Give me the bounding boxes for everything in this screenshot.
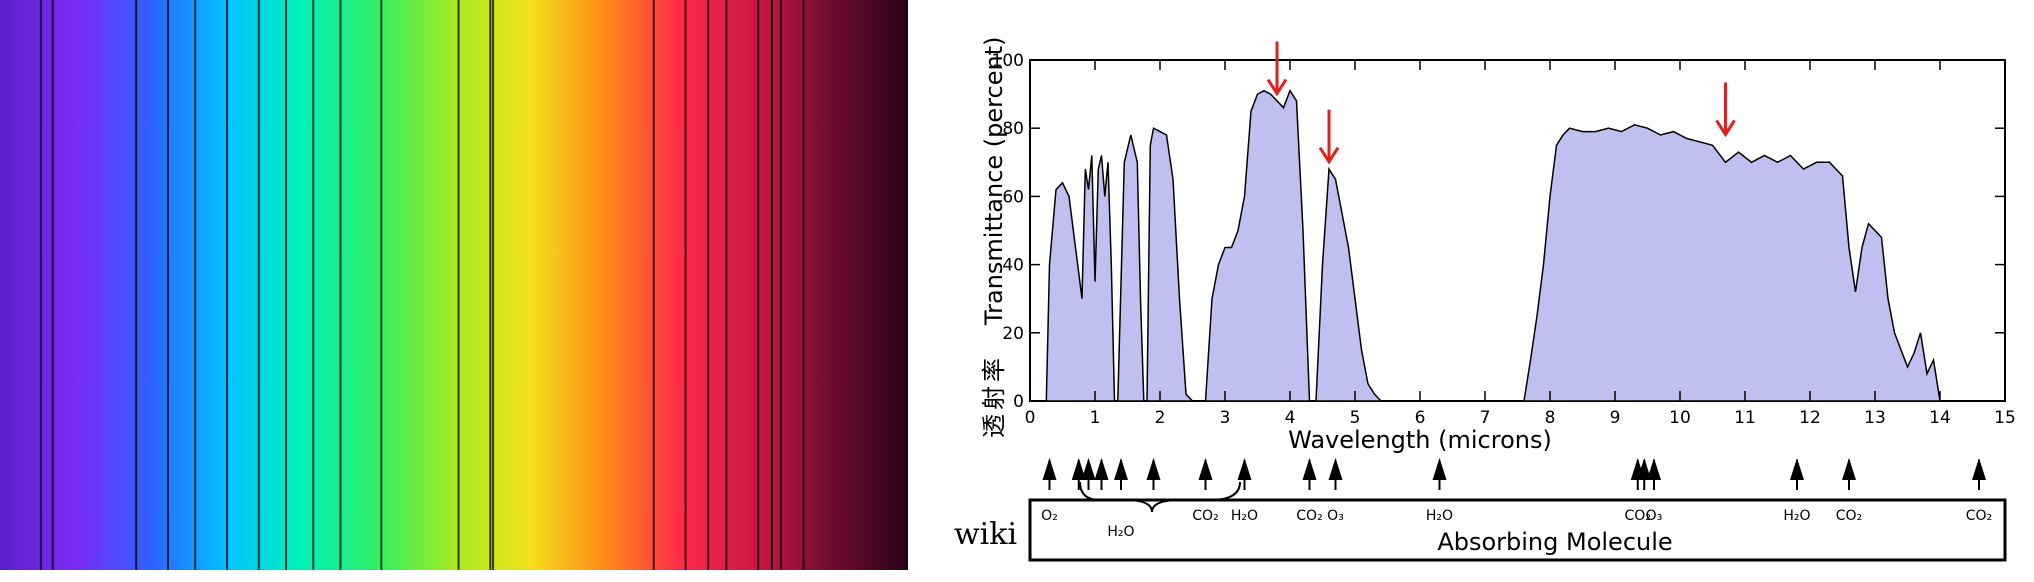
x-tick-label: 7	[1480, 408, 1491, 428]
molecule-arrowhead	[1637, 458, 1652, 480]
molecule-arrowhead	[1237, 458, 1252, 480]
x-tick-label: 4	[1285, 408, 1296, 428]
absorption-lines	[39, 0, 805, 570]
molecule-label: CO₂	[1836, 508, 1862, 524]
y-tick-label: 0	[1013, 392, 1024, 412]
red-arrow-head	[1318, 146, 1340, 165]
molecule-arrowhead	[1042, 458, 1057, 480]
y-tick-label: 20	[1002, 324, 1024, 344]
x-tick-label: 13	[1864, 408, 1886, 428]
molecule-arrowhead	[1972, 458, 1986, 480]
y-tick-label: 60	[1002, 187, 1024, 207]
x-tick-label: 9	[1610, 408, 1621, 428]
molecule-label: O₃	[1327, 508, 1344, 524]
x-tick-label: 5	[1350, 408, 1361, 428]
absorbing-molecule-title: Absorbing Molecule	[1437, 528, 1672, 556]
red-arrows	[1266, 41, 1736, 165]
molecule-label: CO₂	[1192, 508, 1218, 524]
y-axis-ticks: 0 20 40 60 80 100	[992, 51, 2005, 412]
molecule-label: H₂O	[1426, 508, 1453, 524]
x-axis-ticks: 0 1 2 3 4 5 6 7 8 9 10 11 12 13 14 15	[1025, 60, 2016, 428]
x-tick-label: 8	[1545, 408, 1556, 428]
transmittance-area	[1045, 89, 1941, 402]
molecule-arrowhead	[1081, 458, 1096, 480]
molecule-label: H₂O	[1107, 524, 1134, 540]
molecule-arrowhead	[1432, 458, 1447, 480]
y-axis-title-cjk: 透射率	[980, 354, 1008, 438]
spectrum-band	[0, 0, 908, 570]
molecule-arrowhead	[1790, 458, 1804, 480]
molecule-arrowhead	[1842, 458, 1856, 480]
molecule-label: CO₂	[1966, 508, 1992, 524]
x-tick-label: 12	[1799, 408, 1821, 428]
molecule-arrowhead	[1198, 458, 1213, 480]
x-tick-label: 3	[1220, 408, 1231, 428]
x-tick-label: 2	[1155, 408, 1166, 428]
molecule-label: O₂	[1041, 508, 1058, 524]
y-tick-label: 80	[1002, 119, 1024, 139]
y-tick-label: 40	[1002, 256, 1024, 276]
y-axis-title: Transmittance (percent)	[980, 37, 1008, 326]
molecule-label: O₃	[1646, 508, 1663, 524]
x-tick-label: 0	[1025, 408, 1036, 428]
molecule-arrowhead	[1328, 458, 1343, 480]
molecule-label: CO₂	[1296, 508, 1322, 524]
x-tick-label: 14	[1929, 408, 1951, 428]
molecule-arrowhead	[1302, 458, 1317, 480]
x-tick-label: 6	[1415, 408, 1426, 428]
y-tick-label: 100	[992, 51, 1024, 71]
molecule-arrowhead	[1114, 458, 1128, 480]
molecule-label: CO₂	[1625, 508, 1651, 524]
molecule-arrowhead	[1094, 458, 1109, 480]
molecule-arrowhead	[1071, 458, 1086, 480]
visible-spectrum	[0, 0, 908, 570]
x-tick-label: 11	[1734, 408, 1756, 428]
absorbing-box	[1028, 498, 2007, 562]
x-tick-label: 10	[1669, 408, 1691, 428]
x-tick-label: 1	[1090, 408, 1101, 428]
molecule-arrows	[1042, 458, 1986, 490]
molecule-label: H₂O	[1231, 508, 1258, 524]
x-axis-title: Wavelength (microns)	[1288, 426, 1552, 454]
molecule-arrowhead	[1146, 458, 1161, 480]
molecule-arrowhead	[1647, 458, 1661, 480]
red-arrow-head	[1266, 78, 1288, 97]
x-tick-label: 15	[1994, 408, 2016, 428]
red-arrow-head	[1715, 119, 1736, 138]
molecule-label: H₂O	[1783, 508, 1810, 524]
source-label: wiki	[954, 517, 1017, 552]
